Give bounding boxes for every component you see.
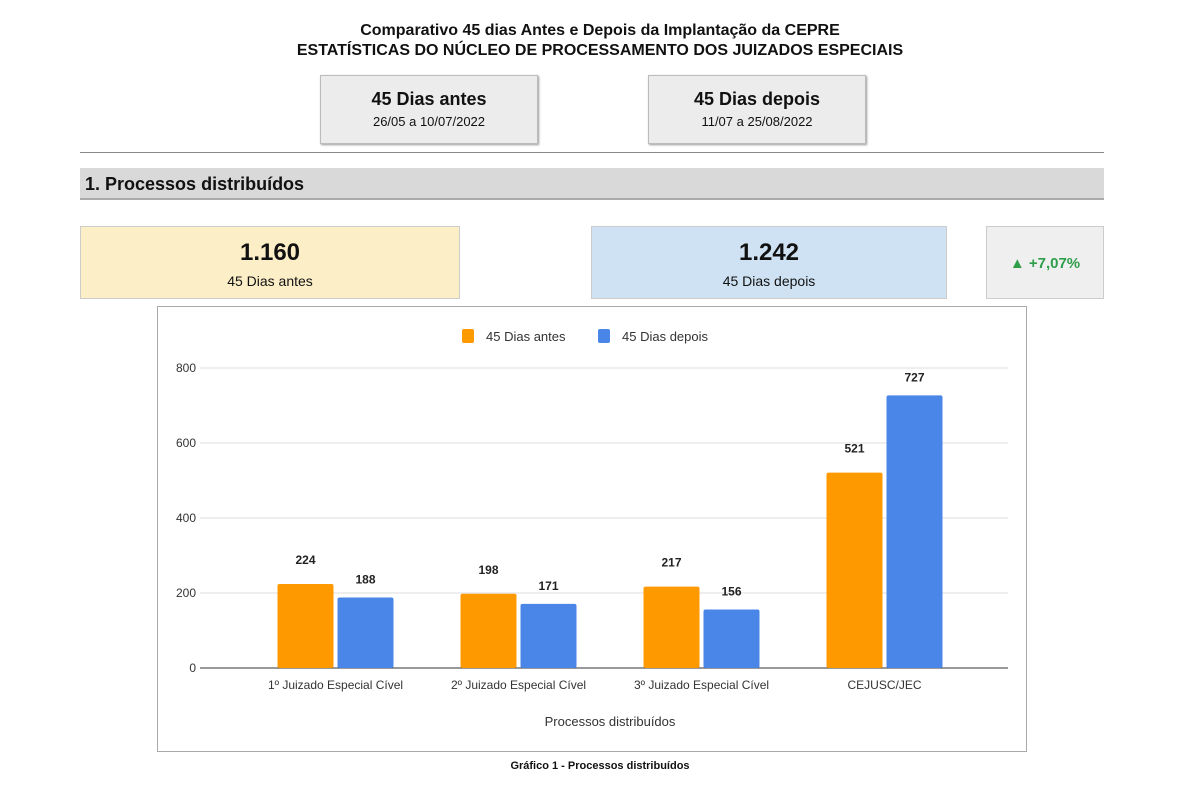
bar — [643, 586, 700, 668]
y-tick-label: 200 — [176, 586, 196, 600]
legend-label: 45 Dias antes — [486, 329, 566, 344]
report-subtitle: ESTATÍSTICAS DO NÚCLEO DE PROCESSAMENTO … — [296, 42, 904, 59]
x-tick-label: 3º Juizado Especial Cível — [634, 678, 769, 692]
bar — [337, 597, 394, 668]
period-before-card: 45 Dias antes 26/05 a 10/07/2022 — [320, 75, 538, 144]
bar — [886, 395, 943, 668]
kpi-value: 1.242 — [738, 239, 800, 266]
period-label: 45 Dias depois — [693, 89, 821, 109]
y-tick-label: 400 — [176, 511, 196, 525]
data-label: 727 — [904, 370, 924, 384]
period-after-card: 45 Dias depois 11/07 a 25/08/2022 — [648, 75, 866, 144]
bar — [826, 472, 883, 668]
bar — [520, 603, 577, 668]
x-tick-label: 1º Juizado Especial Cível — [268, 678, 403, 692]
bar — [703, 609, 760, 668]
x-tick-label: CEJUSC/JEC — [847, 678, 921, 692]
data-label: 224 — [295, 553, 315, 567]
data-label: 217 — [661, 556, 681, 570]
kpi-label: 45 Dias antes — [227, 273, 313, 289]
delta-badge: ▲ +7,07% — [986, 226, 1104, 299]
bar-chart: 0 200 400 600 800 224 188 1º Juizado Especial C… — [157, 306, 1027, 752]
y-tick-label: 0 — [189, 661, 196, 675]
bar-chart-svg: 0 200 400 600 800 224 188 1º Juizado Especial C… — [176, 329, 1008, 729]
data-label: 188 — [355, 573, 375, 587]
legend-swatch — [598, 329, 610, 343]
kpi-value: 1.160 — [239, 239, 301, 266]
legend-label: 45 Dias depois — [622, 329, 708, 344]
divider — [80, 152, 1104, 153]
kpi-after: 1.242 45 Dias depois — [591, 226, 947, 299]
data-label: 156 — [721, 585, 741, 599]
report-title: Comparativo 45 dias Antes e Depois da Im… — [360, 22, 840, 39]
x-axis-title: Processos distribuídos — [545, 714, 676, 729]
y-tick-label: 800 — [176, 361, 196, 375]
data-label: 171 — [538, 579, 558, 593]
period-label: 45 Dias antes — [371, 89, 487, 109]
legend-swatch — [462, 329, 474, 343]
period-range: 11/07 a 25/08/2022 — [701, 114, 813, 129]
bar — [277, 584, 334, 668]
x-tick-label: 2º Juizado Especial Cível — [451, 678, 586, 692]
data-label: 521 — [844, 442, 864, 456]
period-range: 26/05 a 10/07/2022 — [372, 114, 486, 129]
kpi-before: 1.160 45 Dias antes — [80, 226, 460, 299]
section-header: 1. Processos distribuídos — [80, 168, 1104, 200]
data-label: 198 — [478, 563, 498, 577]
bar — [460, 593, 517, 668]
y-tick-label: 600 — [176, 436, 196, 450]
kpi-label: 45 Dias depois — [722, 273, 816, 289]
chart-caption: Gráfico 1 - Processos distribuídos — [510, 760, 690, 772]
